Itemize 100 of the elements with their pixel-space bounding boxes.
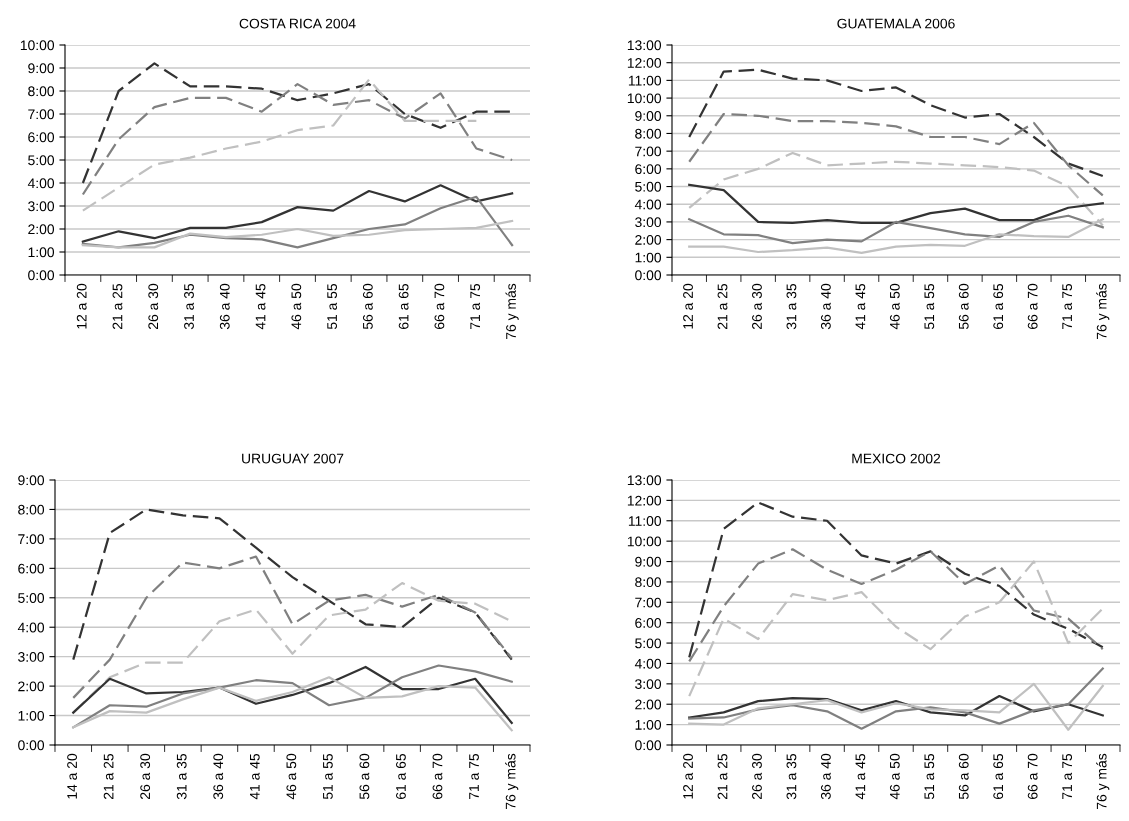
y-tick-label: 10:00: [627, 93, 662, 104]
x-tick-label: 26 a 30: [140, 753, 151, 799]
y-tick-label: 3:00: [28, 201, 55, 212]
x-tick-label: 12 a 20: [683, 753, 693, 799]
x-tick-label: 61 a 65: [993, 753, 1004, 799]
y-tick-label: 3:00: [635, 217, 662, 228]
y-tick-label: 13:00: [627, 40, 662, 51]
x-tick-label: 66 a 70: [1027, 753, 1038, 799]
y-tick-label: 11:00: [628, 75, 662, 86]
x-tick-label: 36 a 40: [219, 283, 230, 330]
y-tick-label: 2:00: [18, 681, 45, 692]
y-tick-label: 2:00: [635, 234, 662, 245]
x-tick-label: 31 a 35: [176, 753, 187, 800]
y-tick-label: 1:00: [28, 247, 55, 258]
y-tick-label: 0:00: [28, 270, 55, 281]
x-tick-label: 36 a 40: [820, 283, 831, 330]
y-tick-label: 5:00: [28, 155, 55, 166]
y-tick-label: 1:00: [635, 719, 662, 730]
y-tick-label: 9:00: [28, 63, 55, 74]
y-tick-label: 4:00: [634, 658, 662, 669]
y-tick-label: 8:00: [635, 577, 662, 588]
y-tick-label: 5:00: [18, 593, 45, 603]
y-tick-label: 10:00: [627, 536, 662, 547]
x-tick-label: 71 a 75: [1062, 283, 1073, 329]
y-tick-label: 6:00: [18, 563, 45, 574]
x-tick-label: 26 a 30: [752, 753, 762, 799]
x-tick-label: 26 a 30: [752, 283, 762, 329]
y-tick-label: 8:00: [635, 128, 662, 139]
y-tick-label: 9:00: [635, 111, 662, 121]
x-tick-label: 51 a 55: [924, 283, 935, 330]
x-tick-label: 14 a 20: [67, 753, 77, 799]
chart-title: MEXICO 2002: [852, 453, 941, 464]
x-tick-label: 46 a 50: [286, 753, 297, 800]
y-tick-label: 5:00: [635, 181, 662, 192]
y-tick-label: 5:00: [635, 638, 662, 649]
y-tick-label: 3:00: [18, 652, 45, 662]
y-tick-label: 2:00: [635, 699, 662, 710]
y-tick-label: 13:00: [627, 475, 662, 486]
y-tick-label: 12:00: [627, 495, 662, 506]
y-tick-label: 1:00: [18, 710, 45, 721]
y-tick-label: 7:00: [635, 146, 662, 157]
x-tick-label: 26 a 30: [148, 283, 159, 329]
x-tick-label: 76 y más: [1096, 753, 1110, 809]
x-tick-label: 41 a 45: [855, 753, 866, 800]
y-tick-label: 7:00: [635, 597, 662, 608]
x-tick-label: 66 a 70: [434, 283, 445, 329]
chart-title: URUGUAY 2007: [242, 453, 344, 464]
x-tick-label: 21 a 25: [717, 753, 728, 799]
x-tick-label: 71 a 75: [470, 283, 481, 329]
x-tick-label: 56 a 60: [359, 753, 370, 800]
y-tick-label: 2:00: [28, 224, 55, 235]
x-tick-label: 51 a 55: [323, 753, 333, 800]
y-tick-label: 6:00: [28, 132, 55, 143]
y-tick-label: 9:00: [18, 475, 45, 486]
chart-title: GUATEMALA 2006: [837, 18, 955, 29]
x-tick-label: 31 a 35: [786, 753, 797, 800]
x-tick-label: 46 a 50: [889, 283, 900, 330]
y-tick-label: 0:00: [18, 740, 45, 751]
x-tick-label: 61 a 65: [993, 283, 1004, 329]
x-tick-label: 41 a 45: [255, 283, 266, 330]
y-tick-label: 0:00: [635, 740, 662, 751]
x-tick-label: 12 a 20: [76, 283, 87, 329]
x-tick-label: 66 a 70: [1027, 283, 1038, 329]
x-tick-label: 41 a 45: [250, 753, 260, 800]
x-tick-label: 56 a 60: [958, 753, 969, 800]
y-tick-label: 0:00: [635, 270, 662, 281]
y-tick-label: 4:00: [17, 622, 45, 633]
y-tick-label: 8:00: [18, 504, 45, 515]
x-tick-label: 21 a 25: [717, 283, 728, 329]
x-tick-label: 76 y más: [1096, 283, 1110, 339]
x-tick-label: 76 y más: [505, 753, 519, 809]
x-tick-label: 71 a 75: [469, 753, 479, 799]
x-tick-label: 71 a 75: [1062, 753, 1073, 799]
y-tick-label: 9:00: [635, 556, 662, 567]
x-tick-label: 21 a 25: [103, 753, 114, 799]
x-tick-label: 61 a 65: [398, 283, 409, 329]
x-tick-label: 61 a 65: [396, 753, 406, 799]
x-tick-label: 36 a 40: [213, 753, 224, 800]
x-tick-label: 56 a 60: [958, 283, 969, 330]
x-tick-label: 51 a 55: [327, 283, 337, 330]
x-tick-label: 51 a 55: [924, 753, 935, 800]
x-tick-label: 46 a 50: [889, 753, 900, 800]
x-tick-label: 21 a 25: [112, 283, 123, 329]
y-tick-label: 7:00: [28, 109, 55, 120]
y-tick-label: 6:00: [635, 618, 662, 628]
y-tick-label: 4:00: [27, 178, 55, 189]
x-tick-label: 36 a 40: [820, 753, 831, 800]
y-tick-label: 7:00: [18, 534, 45, 545]
chart-title: COSTA RICA 2004: [239, 18, 356, 29]
x-tick-label: 56 a 60: [362, 283, 373, 330]
x-tick-label: 31 a 35: [786, 283, 797, 330]
y-tick-label: 11:00: [628, 516, 662, 526]
x-tick-label: 76 y más: [505, 283, 519, 339]
y-tick-label: 12:00: [627, 58, 662, 68]
y-tick-label: 1:00: [635, 252, 662, 263]
y-tick-label: 6:00: [635, 164, 662, 175]
x-tick-label: 46 a 50: [291, 283, 302, 330]
x-tick-label: 12 a 20: [683, 283, 693, 329]
y-tick-label: 4:00: [634, 199, 662, 210]
x-tick-label: 66 a 70: [432, 753, 443, 799]
